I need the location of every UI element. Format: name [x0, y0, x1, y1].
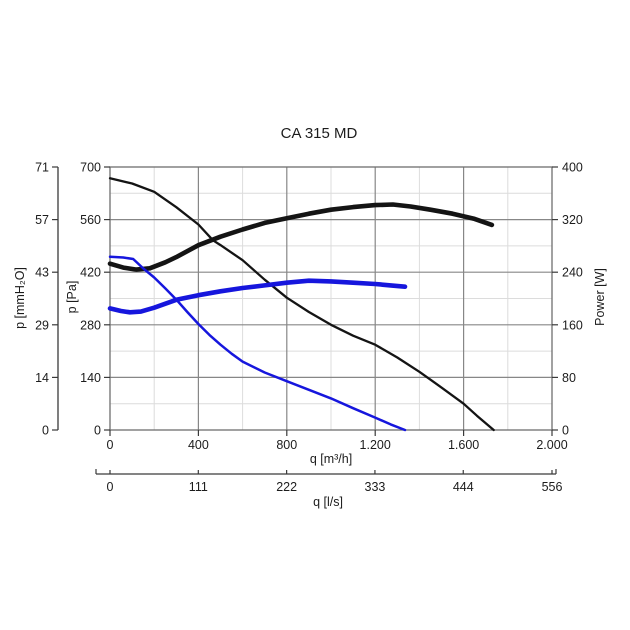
power-tick-label: 320	[562, 213, 583, 227]
m3h-tick-label: 2.000	[536, 438, 567, 452]
power-tick-label: 0	[562, 424, 569, 438]
pa-tick-label: 560	[80, 213, 101, 227]
pa-tick-label: 140	[80, 371, 101, 385]
mmh2o-tick-label: 57	[35, 213, 49, 227]
ls-tick-label: 111	[189, 480, 208, 494]
axis-ticks	[52, 166, 558, 474]
curves	[107, 177, 495, 432]
m3h-tick-label: 1.200	[360, 438, 391, 452]
mmh2o-tick-label: 43	[35, 266, 49, 280]
ls-tick-label: 0	[107, 480, 114, 494]
power-tick-label: 160	[562, 318, 583, 332]
axis-label-p-pa: p [Pa]	[65, 281, 79, 314]
m3h-tick-label: 400	[188, 438, 209, 452]
power-tick-label: 240	[562, 266, 583, 280]
pa-tick-label: 280	[80, 318, 101, 332]
chart-title: CA 315 MD	[281, 125, 358, 142]
ls-tick-label: 556	[542, 480, 563, 494]
pa-tick-label: 420	[80, 266, 101, 280]
axis-label-q-ls: q [l/s]	[313, 495, 343, 509]
plot-border	[109, 166, 553, 431]
grid-major	[110, 167, 552, 430]
ls-tick-label: 222	[276, 480, 297, 494]
mmh2o-tick-label: 0	[42, 424, 49, 438]
m3h-tick-label: 0	[107, 438, 114, 452]
mmh2o-tick-label: 29	[35, 318, 49, 332]
mmh2o-tick-label: 71	[35, 161, 49, 175]
mmh2o-tick-label: 14	[35, 371, 49, 385]
power-tick-label: 80	[562, 371, 576, 385]
plot-frame	[109, 166, 553, 431]
curve-pressure-high-speed	[108, 177, 495, 432]
ls-tick-label: 333	[365, 480, 386, 494]
power-tick-label: 400	[562, 161, 583, 175]
axis-label-p-mmh2o: p [mmH₂O]	[13, 267, 27, 329]
curve-power-high-speed	[107, 202, 495, 272]
axis-label-q-m3h: q [m³/h]	[310, 452, 352, 466]
ls-tick-label: 444	[453, 480, 474, 494]
secondary-axes	[57, 167, 557, 475]
pa-tick-label: 0	[94, 424, 101, 438]
pa-tick-label: 700	[80, 161, 101, 175]
m3h-tick-label: 1.600	[448, 438, 479, 452]
curve-pressure-low-speed	[108, 255, 407, 432]
axis-label-power-w: Power [W]	[593, 268, 607, 326]
m3h-tick-label: 800	[276, 438, 297, 452]
curve-power-low-speed	[107, 278, 408, 315]
axis-tick-labels: 0 14 29 43 57 71 0 140 280 420 560 700 0 80 160 240 320 4…	[35, 161, 583, 495]
